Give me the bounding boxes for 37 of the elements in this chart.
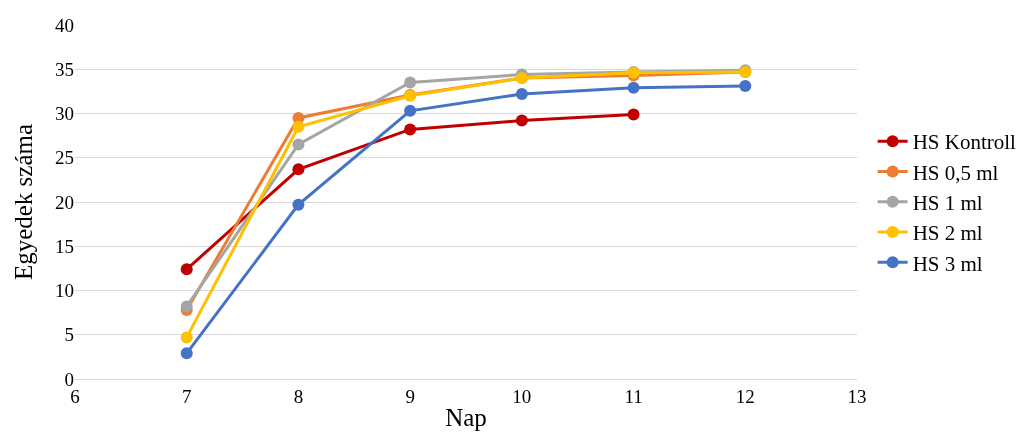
point <box>515 88 528 101</box>
point <box>180 347 193 360</box>
x-tick-label: 12 <box>735 385 755 407</box>
point <box>739 80 752 93</box>
point <box>515 114 528 127</box>
legend-label: HS 0,5 ml <box>912 160 999 185</box>
y-tick-label: 20 <box>55 191 74 213</box>
x-tick-label: 11 <box>624 385 643 407</box>
point <box>180 331 193 344</box>
y-tick-label: 40 <box>55 14 74 36</box>
y-tick-label: 25 <box>55 147 74 169</box>
point <box>404 104 417 117</box>
point <box>627 81 640 94</box>
point <box>292 198 305 211</box>
point <box>627 108 640 121</box>
y-tick-label: 15 <box>55 235 74 257</box>
point <box>292 138 305 151</box>
y-tick-label: 10 <box>55 280 74 302</box>
x-tick-label: 10 <box>512 385 532 407</box>
point <box>292 120 305 133</box>
x-tick-label: 7 <box>181 385 192 407</box>
legend-label: HS Kontroll <box>912 130 1017 155</box>
point <box>180 263 193 276</box>
y-tick-label: 35 <box>55 58 74 80</box>
legend-label: HS 3 ml <box>912 251 983 276</box>
y-axis-title: Egyedek száma <box>9 123 37 281</box>
legend-label: HS 1 ml <box>912 190 983 215</box>
point <box>404 76 417 89</box>
x-tick-label: 9 <box>405 385 415 407</box>
y-tick-label: 30 <box>55 103 74 125</box>
point <box>404 123 417 136</box>
x-tick-label: 13 <box>847 385 867 407</box>
y-tick-label: 5 <box>64 324 74 346</box>
legend-label: HS 2 ml <box>912 221 983 246</box>
x-tick-label: 8 <box>293 385 304 407</box>
point <box>292 163 305 176</box>
x-axis-title: Nap <box>445 403 487 431</box>
